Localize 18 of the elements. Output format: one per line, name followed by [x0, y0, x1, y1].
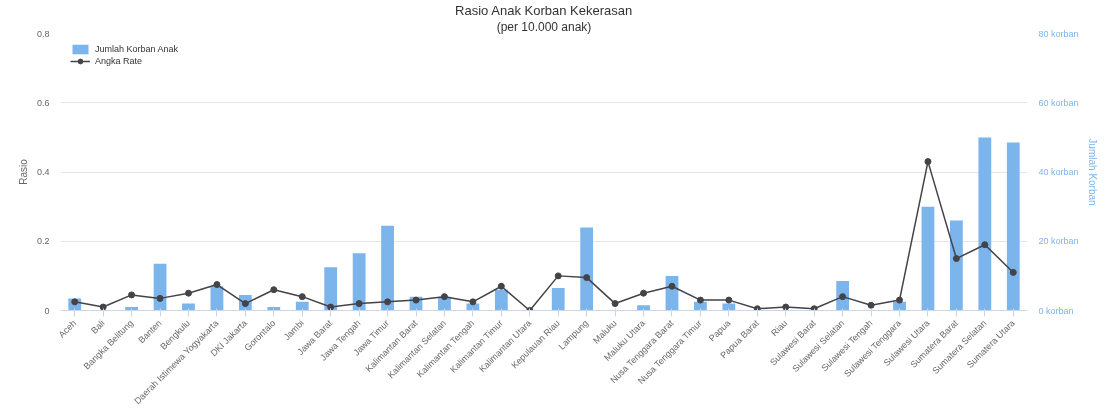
x-tick-label: Riau	[769, 317, 790, 339]
y-tick-label: 0.2	[36, 236, 50, 247]
legend-label: Angka Rate	[95, 55, 143, 67]
y-axis-title: Rasio	[17, 158, 29, 185]
y-tick-label: 0.8	[36, 28, 50, 39]
y2-axis-title: Jumlah Korban	[1086, 138, 1098, 206]
chart-subtitle: (per 10.000 anak)	[496, 19, 592, 34]
x-tick-label: Bali	[89, 317, 107, 336]
y-tick-label: 0	[44, 305, 50, 316]
y-tick-label: 0.6	[36, 97, 50, 108]
legend-label: Jumlah Korban Anak	[95, 43, 179, 55]
y2-tick-label: 60 korban	[1038, 97, 1079, 108]
y2-tick-label: 0 korban	[1038, 305, 1074, 316]
y2-tick-label: 20 korban	[1038, 236, 1079, 247]
chart-title: Rasio Anak Korban Kekerasan	[455, 2, 633, 18]
y2-tick-label: 40 korban	[1038, 167, 1079, 177]
y-tick-label: 0.4	[36, 167, 50, 177]
y2-tick-label: 80 korban	[1038, 28, 1079, 39]
